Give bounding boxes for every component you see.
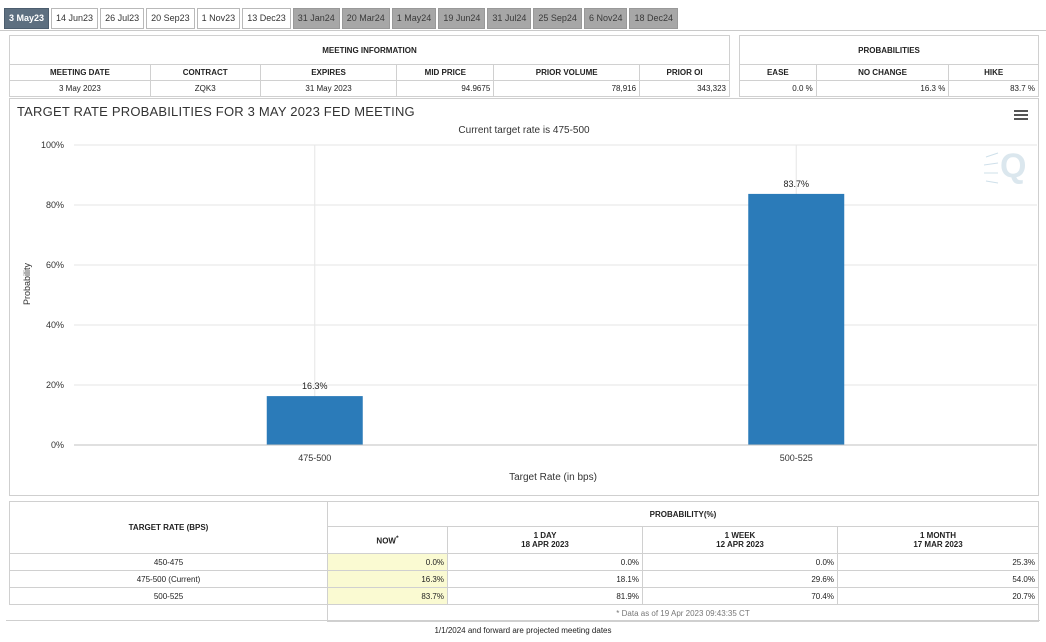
tab-20-sep23[interactable]: 20 Sep23 [146,8,195,29]
data-label: 16.3% [302,381,328,391]
ease-header: EASE [739,64,817,81]
chart-panel: TARGET RATE PROBABILITIES FOR 3 MAY 2023… [9,98,1039,496]
probabilities-title: PROBABILITIES [739,35,1039,65]
data-timestamp-note: * Data as of 19 Apr 2023 09:43:35 CT [327,604,1039,622]
tab-14-jun23[interactable]: 14 Jun23 [51,8,99,29]
probabilities-table: PROBABILITIES EASE NO CHANGE HIKE 0.0 % … [739,35,1039,97]
data-label: 83.7% [783,179,809,189]
y-tick-label: 20% [46,380,64,390]
y-tick-label: 60% [46,260,64,270]
one-week-cell: 0.0% [642,553,838,571]
hike-value: 83.7 % [948,80,1039,97]
y-axis-label: Probability [22,262,32,305]
x-tick-label: 500-525 [780,453,813,463]
one-week-column-header: 1 WEEK 12 APR 2023 [642,526,838,554]
tab-19-jun24[interactable]: 19 Jun24 [438,8,486,29]
meeting-date-header: MEETING DATE [9,64,151,81]
y-tick-label: 40% [46,320,64,330]
now-column-header: NOW* [327,526,448,554]
rate-cell: 475-500 (Current) [9,570,328,588]
tab-26-jul23[interactable]: 26 Jul23 [100,8,145,29]
mid-price-value: 94.9675 [396,80,495,97]
table-row: 500-525 83.7% 81.9% 70.4% 20.7% [9,587,1039,605]
hike-header: HIKE [948,64,1039,81]
meeting-info-title: MEETING INFORMATION [9,35,730,65]
one-month-cell: 25.3% [837,553,1039,571]
meeting-date-value: 3 May 2023 [9,80,151,97]
quikstrike-q-logo: Q [983,147,1026,185]
now-cell: 0.0% [327,553,448,571]
hamburger-menu-icon[interactable] [1014,110,1028,121]
projected-dates-note: 1/1/2024 and forward are projected meeti… [434,626,612,635]
one-week-cell: 29.6% [642,570,838,588]
one-month-column-header: 1 MONTH 17 MAR 2023 [837,526,1039,554]
x-tick-label: 475-500 [298,453,331,463]
table-row: 450-475 0.0% 0.0% 0.0% 25.3% [9,553,1039,571]
table-row: 475-500 (Current) 16.3% 18.1% 29.6% 54.0… [9,570,1039,588]
y-tick-label: 0% [51,440,64,450]
chart-subtitle: Current target rate is 475-500 [458,125,590,136]
tab-1-nov23[interactable]: 1 Nov23 [196,8,241,29]
tab-18-dec24[interactable]: 18 Dec24 [629,8,679,29]
mid-price-header: MID PRICE [396,64,495,81]
meeting-info-table: MEETING INFORMATION MEETING DATE CONTRAC… [9,35,730,97]
no-change-header: NO CHANGE [815,64,950,81]
tab-20-mar24[interactable]: 20 Mar24 [341,8,390,29]
prior-volume-value: 78,916 [493,80,641,97]
one-week-cell: 70.4% [642,587,838,605]
footer-divider [6,620,1040,621]
tab-31-jan24[interactable]: 31 Jan24 [292,8,340,29]
rate-cell: 450-475 [9,553,328,571]
svg-text:Q: Q [1000,147,1026,185]
one-day-cell: 0.0% [447,553,643,571]
now-cell: 16.3% [327,570,448,588]
prior-oi-value: 343,323 [639,80,730,97]
meeting-tabs: 3 May23 14 Jun23 26 Jul23 20 Sep23 1 Nov… [4,8,680,30]
no-change-value: 16.3 % [815,80,950,97]
tabs-divider [0,30,1046,31]
tab-3-may23[interactable]: 3 May23 [4,8,50,29]
tab-13-dec23[interactable]: 13 Dec23 [242,8,291,29]
y-tick-label: 80% [46,200,64,210]
bar-475-500[interactable] [266,396,363,445]
target-rate-header: TARGET RATE (BPS) [9,501,328,554]
contract-value: ZQK3 [149,80,261,97]
one-day-cell: 18.1% [447,570,643,588]
tab-1-may24[interactable]: 1 May24 [391,8,437,29]
tab-6-nov24[interactable]: 6 Nov24 [583,8,628,29]
contract-header: CONTRACT [149,64,261,81]
bar-500-525[interactable] [748,193,845,445]
one-day-column-header: 1 DAY 18 APR 2023 [447,526,643,554]
prior-volume-header: PRIOR VOLUME [493,64,641,81]
tab-31-jul24[interactable]: 31 Jul24 [487,8,532,29]
one-month-cell: 54.0% [837,570,1039,588]
one-month-cell: 20.7% [837,587,1039,605]
prior-oi-header: PRIOR OI [639,64,730,81]
chart-title: TARGET RATE PROBABILITIES FOR 3 MAY 2023… [17,104,415,119]
now-cell: 83.7% [327,587,448,605]
x-axis-label: Target Rate (in bps) [509,472,597,483]
probability-group-header: PROBABILITY(%) [327,501,1039,527]
y-tick-label: 100% [41,140,64,150]
tab-25-sep24[interactable]: 25 Sep24 [533,8,582,29]
expires-header: EXPIRES [259,64,398,81]
expires-value: 31 May 2023 [259,80,398,97]
bar-chart: Q 0% 20% 40% 60% 80% 100% 16.3% 83.7% 475-500 5… [22,140,1037,483]
probability-history-table: TARGET RATE (BPS) PROBABILITY(%) NOW* 1 … [9,501,1039,622]
one-day-cell: 81.9% [447,587,643,605]
rate-cell: 500-525 [9,587,328,605]
ease-value: 0.0 % [739,80,817,97]
